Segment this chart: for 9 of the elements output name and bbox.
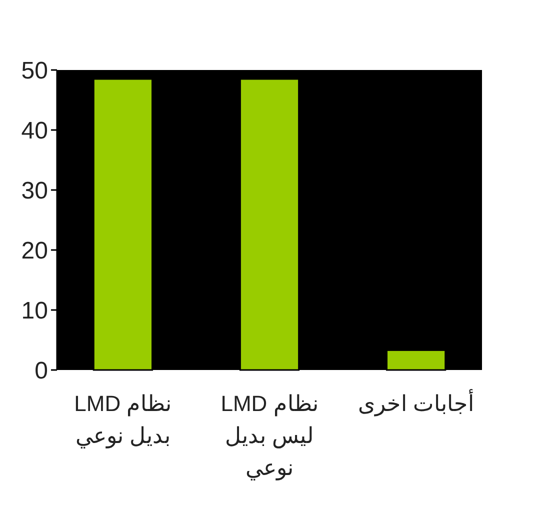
- y-tick-label: 10: [21, 297, 48, 324]
- y-tick-label: 30: [21, 177, 48, 204]
- y-tick-label: 20: [21, 237, 48, 264]
- x-tick-label: نظام LMD ليس بديل نوعي: [220, 390, 320, 482]
- x-tick-label: أجابات اخرى: [356, 388, 476, 418]
- x-tick-label: نظام LMD بديل نوعي: [73, 390, 173, 450]
- y-tick-label: 40: [21, 117, 48, 144]
- y-tick-label: 50: [21, 57, 48, 84]
- y-tick-label: 0: [34, 357, 48, 384]
